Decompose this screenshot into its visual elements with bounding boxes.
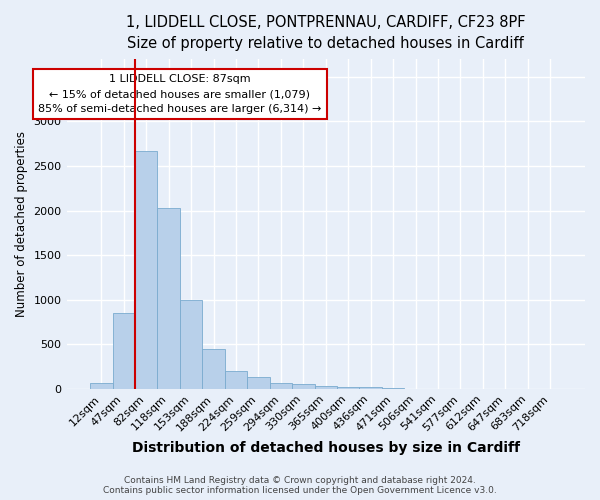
Bar <box>113 313 135 389</box>
Title: 1, LIDDELL CLOSE, PONTPRENNAU, CARDIFF, CF23 8PF
Size of property relative to de: 1, LIDDELL CLOSE, PONTPRENNAU, CARDIFF, … <box>126 15 526 51</box>
Bar <box>157 208 180 389</box>
Bar <box>90 384 113 389</box>
Text: Contains HM Land Registry data © Crown copyright and database right 2024.
Contai: Contains HM Land Registry data © Crown c… <box>103 476 497 495</box>
Bar <box>382 388 404 389</box>
Bar <box>225 370 247 389</box>
Bar <box>247 377 269 389</box>
Bar <box>359 387 382 389</box>
Bar <box>135 151 157 389</box>
Bar <box>202 348 225 389</box>
Bar <box>314 386 337 389</box>
Bar <box>180 300 202 389</box>
Bar <box>337 386 359 389</box>
Bar <box>269 382 292 389</box>
Text: 1 LIDDELL CLOSE: 87sqm
← 15% of detached houses are smaller (1,079)
85% of semi-: 1 LIDDELL CLOSE: 87sqm ← 15% of detached… <box>38 74 322 114</box>
Bar <box>292 384 314 389</box>
X-axis label: Distribution of detached houses by size in Cardiff: Distribution of detached houses by size … <box>132 441 520 455</box>
Y-axis label: Number of detached properties: Number of detached properties <box>15 131 28 317</box>
